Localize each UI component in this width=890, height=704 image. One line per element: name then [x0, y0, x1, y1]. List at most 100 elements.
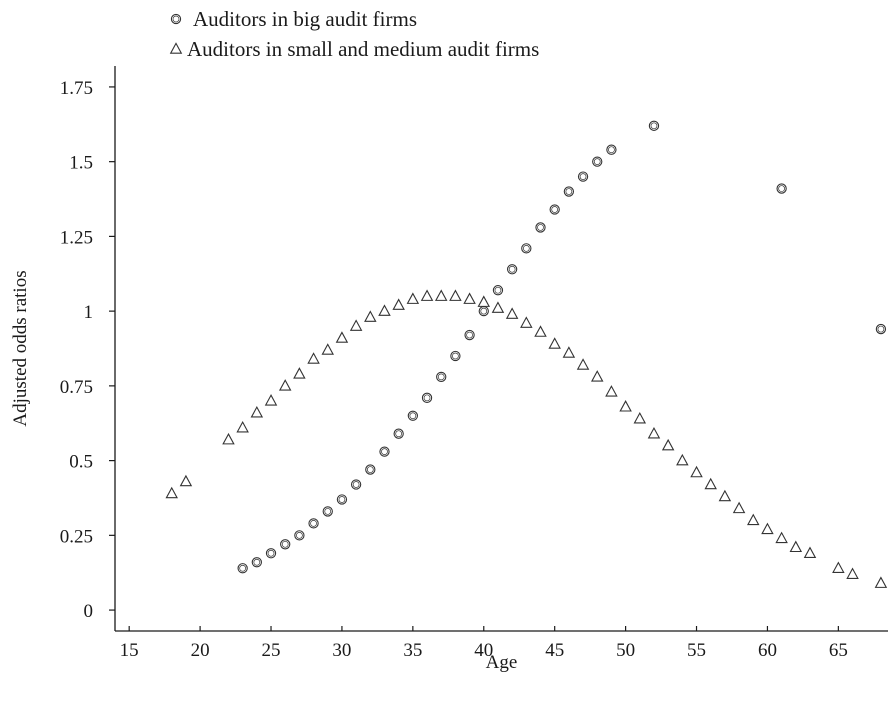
x-tick-label: 55 [687, 640, 706, 661]
x-tick-label: 45 [545, 640, 564, 661]
data-point-circle [336, 494, 348, 505]
data-point-triangle [789, 540, 803, 553]
data-point-circle [407, 410, 419, 421]
data-point-triangle [378, 304, 391, 316]
x-tick-label: 60 [758, 640, 777, 661]
data-point-circle [563, 186, 575, 197]
data-point-circle [464, 329, 475, 341]
legend-circle-symbol [170, 13, 182, 25]
axes [114, 66, 888, 632]
data-point-triangle [633, 411, 647, 424]
data-point-circle [280, 539, 291, 550]
data-point-circle [237, 563, 248, 574]
series-small-medium-audit-firms [165, 289, 888, 588]
data-point-circle [436, 371, 447, 383]
data-point-triangle [491, 301, 505, 313]
x-tick-label: 50 [616, 640, 635, 661]
legend-item-big-firms: Auditors in big audit firms [170, 7, 417, 31]
data-point-circle [875, 323, 887, 335]
data-point-circle [506, 264, 518, 275]
data-point-triangle [278, 379, 292, 391]
y-tick-label: 1 [84, 302, 94, 323]
x-tick-label: 40 [474, 640, 493, 661]
data-point-triangle [335, 331, 349, 343]
data-point-triangle [250, 406, 264, 418]
x-tick-label: 65 [829, 640, 848, 661]
x-axis-label: Age [486, 652, 518, 673]
y-tick-label: 0 [84, 601, 94, 622]
legend-label-big-firms: Auditors in big audit firms [193, 7, 417, 31]
data-point-triangle [747, 513, 760, 526]
data-point-triangle [293, 367, 306, 379]
x-tick-label: 20 [191, 640, 210, 661]
data-point-circle [549, 204, 560, 215]
data-point-triangle [676, 453, 689, 466]
y-tick-label: 1.5 [69, 153, 93, 174]
data-point-triangle [590, 370, 604, 382]
data-point-circle [350, 479, 362, 490]
data-point-circle [379, 446, 390, 457]
x-tick-label: 30 [332, 640, 351, 661]
data-point-triangle [420, 289, 434, 301]
data-point-triangle [718, 489, 732, 502]
data-point-circle [648, 120, 660, 131]
data-point-circle [592, 156, 603, 167]
data-point-triangle [321, 343, 334, 355]
legend-label-small-medium-firms: Auditors in small and medium audit firms [187, 37, 539, 61]
data-point-triangle [349, 319, 363, 331]
y-tick-label: 0.75 [60, 377, 93, 398]
y-tick-label: 1.75 [60, 78, 93, 99]
data-point-circle [265, 548, 277, 559]
data-point-circle [577, 171, 589, 182]
data-point-circle [393, 428, 404, 439]
y-axis-ticks: 0 0.25 0.5 0.75 1 1.25 1.5 1.75 [60, 78, 115, 622]
data-point-triangle [647, 426, 661, 439]
legend: Auditors in big audit firms Auditors in … [169, 7, 539, 61]
data-point-triangle [803, 546, 817, 559]
y-tick-label: 1.25 [60, 227, 93, 248]
y-axis-label: Adjusted odds ratios [10, 270, 31, 426]
data-point-triangle [264, 394, 278, 406]
legend-triangle-symbol [169, 42, 183, 54]
data-point-circle [294, 530, 305, 541]
data-point-triangle [364, 310, 377, 322]
data-point-triangle [732, 501, 746, 514]
data-point-triangle [449, 289, 462, 301]
data-point-triangle [761, 522, 774, 535]
data-point-triangle [576, 358, 590, 370]
data-point-triangle [605, 385, 618, 397]
data-point-triangle [619, 400, 632, 412]
data-point-circle [535, 222, 546, 233]
data-point-triangle [775, 531, 788, 544]
data-point-circle [521, 243, 532, 254]
data-point-circle [365, 464, 376, 475]
data-point-circle [492, 285, 504, 296]
data-point-circle [322, 506, 333, 517]
data-point-triangle [165, 486, 178, 499]
x-tick-label: 35 [403, 640, 422, 661]
legend-circle-marker [170, 13, 182, 25]
data-point-triangle [690, 465, 703, 478]
data-point-triangle [548, 337, 561, 349]
data-point-triangle [846, 567, 859, 579]
data-point-triangle [236, 420, 249, 433]
data-point-triangle [505, 307, 519, 319]
x-axis-ticks: 15 20 25 30 35 40 45 50 55 60 65 [120, 626, 848, 661]
data-point-triangle [562, 346, 576, 358]
data-point-circle [450, 350, 461, 362]
data-point-triangle [392, 298, 405, 310]
data-point-triangle [704, 477, 717, 490]
data-point-circle [478, 305, 489, 317]
y-tick-label: 0.5 [69, 452, 93, 473]
series-big-audit-firms [237, 120, 887, 574]
legend-triangle-marker [169, 42, 183, 54]
data-point-circle [251, 557, 262, 568]
data-point-triangle [222, 432, 235, 445]
y-tick-label: 0.25 [60, 526, 93, 547]
data-point-circle [776, 183, 787, 194]
x-tick-label: 15 [120, 640, 139, 661]
data-point-circle [606, 144, 617, 155]
data-point-triangle [434, 289, 448, 301]
legend-item-small-medium-firms: Auditors in small and medium audit firms [169, 37, 539, 61]
